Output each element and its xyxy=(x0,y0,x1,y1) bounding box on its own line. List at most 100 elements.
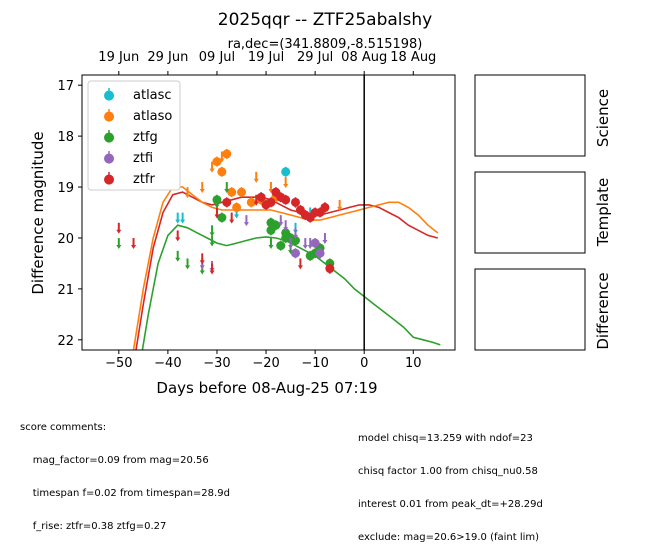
x-tick-label: −20 xyxy=(252,356,279,371)
upper-limit-ztfi xyxy=(243,215,249,227)
x-axis-label: Days before 08-Aug-25 07:19 xyxy=(156,379,377,397)
upper-limit-ztfg xyxy=(268,238,274,250)
legend: ● atlasc ● atlaso ● ztfg ● ztfi ● ztfr xyxy=(87,80,181,191)
top-axis-tick-label: 18 Aug xyxy=(390,50,436,65)
legend-marker-atlaso: ● xyxy=(103,109,114,124)
upper-limit-atlaso xyxy=(185,187,191,199)
upper-limit-atlaso xyxy=(337,199,343,211)
template-panel-label: Template xyxy=(594,178,612,247)
detection-atlasc xyxy=(281,166,291,177)
detection-atlaso xyxy=(222,148,232,159)
upper-limit-ztfi xyxy=(302,238,308,250)
model-curve-ztfr xyxy=(135,191,439,350)
model-comment-line: interest 0.01 from peak_dt=+28.29d xyxy=(358,499,543,510)
x-tick-label: 0 xyxy=(360,356,368,371)
y-tick-label: 17 xyxy=(57,79,74,94)
detection-ztfr xyxy=(320,202,330,213)
legend-marker-ztfi: ● xyxy=(103,151,114,166)
model-comment-line: model chisq=13.259 with ndof=23 xyxy=(358,433,533,444)
y-tick-label: 22 xyxy=(57,334,74,349)
upper-limit-ztfg xyxy=(175,250,181,262)
upper-limit-ztfi xyxy=(288,238,294,250)
detection-ztfg xyxy=(217,212,227,223)
detection-ztfr xyxy=(266,197,276,208)
upper-limit-ztfi xyxy=(278,215,284,227)
upper-limit-ztfr xyxy=(199,253,205,265)
science-panel-label: Science xyxy=(594,89,612,147)
detection-atlaso xyxy=(246,197,256,208)
detection-ztfi xyxy=(310,238,320,249)
upper-limit-ztfg xyxy=(209,235,215,247)
x-tick-label: −40 xyxy=(154,356,181,371)
legend-label-atlasc: atlasc xyxy=(133,88,172,103)
template-panel xyxy=(474,171,586,254)
y-axis-label: Difference magnitude xyxy=(29,131,47,294)
plot-frame xyxy=(81,74,456,351)
top-date-axis: 19 Jun 29 Jun 09 Jul 19 Jul 29 Jul 08 Aug 18 A… xyxy=(98,50,436,75)
upper-limit-ztfr xyxy=(229,212,235,224)
chart-subtitle: ra,dec=(341.8809,-8.515198) xyxy=(228,37,423,52)
upper-limit-ztfr xyxy=(116,222,122,234)
upper-limit-ztfr xyxy=(253,194,259,206)
top-axis-tick-label: 19 Jun xyxy=(98,50,139,65)
y-tick-label: 19 xyxy=(57,181,74,196)
upper-limit-ztfr xyxy=(214,207,220,219)
upper-limit-ztfr xyxy=(175,230,181,242)
top-axis-tick-label: 29 Jul xyxy=(297,50,333,65)
upper-limit-ztfr xyxy=(209,263,215,275)
top-axis-tick-label: 08 Aug xyxy=(341,50,387,65)
upper-limit-ztfi xyxy=(283,220,289,232)
legend-label-ztfr: ztfr xyxy=(133,172,155,187)
x-tick-label: −30 xyxy=(203,356,230,371)
legend-label-atlaso: atlaso xyxy=(133,109,172,124)
score-comment-line: f_rise: ztfr=0.38 ztfg=0.27 xyxy=(20,521,167,532)
y-tick-label: 18 xyxy=(57,130,74,145)
detection-ztfg xyxy=(212,194,222,205)
score-comment-line: timespan f=0.02 from timespan=28.9d xyxy=(20,488,230,499)
model-comments: model chisq=13.259 with ndof=23 chisq fa… xyxy=(358,411,543,554)
detection-ztfr xyxy=(290,197,300,208)
top-axis-tick-label: 19 Jul xyxy=(248,50,284,65)
x-tick-label: −10 xyxy=(301,356,328,371)
score-comments-heading: score comments: xyxy=(20,422,107,433)
detection-atlaso xyxy=(237,187,247,198)
detection-ztfg xyxy=(276,240,286,251)
upper-limit-ztfg xyxy=(116,238,122,250)
detection-ztfr xyxy=(256,192,266,203)
light-curve-figure: 2025qqr -- ZTF25abalshy ra,dec=(341.8809… xyxy=(29,10,612,397)
score-comments: score comments: mag_factor=0.09 from mag… xyxy=(20,400,230,543)
x-tick-label: 10 xyxy=(405,356,422,371)
difference-panel-label: Difference xyxy=(594,272,612,349)
upper-limit-atlasc xyxy=(175,212,181,224)
upper-limit-atlaso xyxy=(199,182,205,194)
upper-limit-ztfi xyxy=(322,232,328,244)
legend-label-ztfg: ztfg xyxy=(133,130,158,145)
legend-marker-ztfg: ● xyxy=(103,130,114,145)
top-axis-tick-label: 29 Jun xyxy=(147,50,188,65)
top-axis-tick-label: 09 Jul xyxy=(199,50,235,65)
upper-limit-atlaso xyxy=(253,171,259,183)
model-comment-line: chisq factor 1.00 from chisq_nu0.58 xyxy=(358,466,538,477)
model-curve-atlaso xyxy=(132,186,439,350)
chart-title: 2025qqr -- ZTF25abalshy xyxy=(218,10,432,30)
data-points xyxy=(116,148,343,275)
upper-limit-ztfi xyxy=(292,227,298,239)
upper-limit-ztfr xyxy=(131,238,137,250)
score-comment-line: mag_factor=0.09 from mag=20.56 xyxy=(20,455,209,466)
upper-limit-atlaso xyxy=(209,161,215,173)
model-comment-line: exclude: mag=20.6>19.0 (faint lim) xyxy=(358,532,540,543)
y-axis: 17 18 19 20 21 22 xyxy=(57,79,82,349)
legend-marker-atlasc: ● xyxy=(103,88,114,103)
legend-marker-ztfr: ● xyxy=(103,172,114,187)
y-tick-label: 21 xyxy=(57,283,74,298)
x-tick-label: −50 xyxy=(105,356,132,371)
upper-limit-atlaso xyxy=(283,176,289,188)
detection-atlaso xyxy=(217,166,227,177)
model-curves xyxy=(132,186,441,350)
upper-limit-ztfi xyxy=(307,238,313,250)
detection-ztfg xyxy=(271,220,281,231)
y-tick-label: 20 xyxy=(57,232,74,247)
detection-ztfi xyxy=(315,248,325,259)
detection-ztfr xyxy=(281,194,291,205)
detection-ztfr xyxy=(325,263,335,274)
